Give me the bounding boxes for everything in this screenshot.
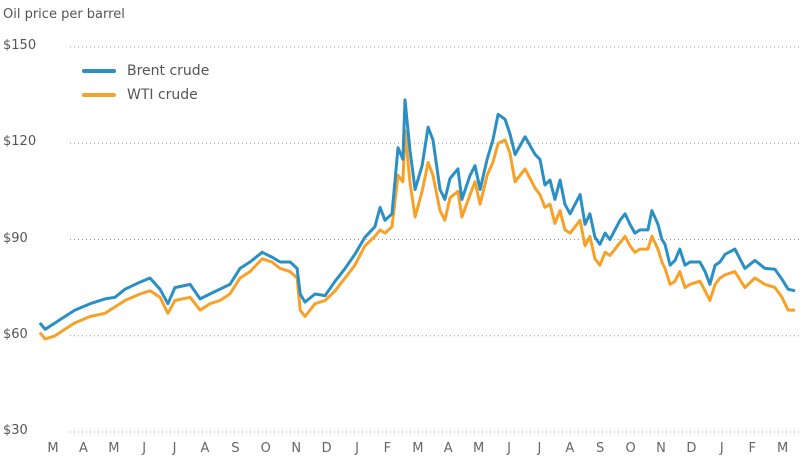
- x-tick-label: A: [443, 441, 453, 456]
- x-tick-label: O: [625, 441, 636, 456]
- x-tick-label: N: [656, 441, 666, 456]
- legend-label-wti: WTI crude: [127, 87, 198, 103]
- x-tick-label: J: [355, 441, 359, 456]
- x-tick-label: J: [719, 441, 724, 456]
- x-tick-label: A: [200, 441, 210, 456]
- x-tick-label: O: [260, 441, 271, 456]
- x-tick-label: F: [748, 441, 756, 456]
- x-tick-label: N: [291, 441, 302, 456]
- legend-swatch-brent: [82, 69, 116, 73]
- brent-line: [38, 98, 796, 331]
- x-tick-label: A: [78, 441, 88, 456]
- chart-title: Oil price per barrel: [3, 7, 125, 22]
- x-tick-label: F: [383, 441, 392, 456]
- x-tick-label: A: [565, 441, 575, 456]
- x-tick-label: J: [172, 441, 177, 456]
- y-tick-label: $120: [3, 134, 37, 150]
- x-tick-label: S: [231, 441, 240, 456]
- wti-line: [38, 128, 796, 341]
- x-tick-label: M: [47, 441, 59, 456]
- x-tick-label: D: [686, 441, 697, 456]
- legend-item-wti: WTI crude: [82, 87, 198, 103]
- legend-item-brent: Brent crude: [82, 63, 209, 79]
- y-tick-label: $60: [3, 326, 28, 342]
- x-tick-label: J: [507, 441, 511, 456]
- x-tick-label: D: [321, 441, 332, 456]
- legend-swatch-wti: [82, 93, 116, 97]
- x-tick-label: M: [472, 441, 485, 456]
- x-tick-label: M: [108, 441, 120, 456]
- x-tick-label: M: [412, 441, 424, 456]
- x-tick-label: J: [537, 441, 542, 456]
- y-tick-label: $90: [3, 230, 28, 246]
- x-tick-label: J: [142, 441, 147, 456]
- y-tick-label: $150: [3, 38, 37, 53]
- legend-label-brent: Brent crude: [127, 63, 210, 79]
- y-tick-label: $30: [3, 423, 28, 438]
- x-tick-label: S: [596, 441, 605, 456]
- x-tick-label: M: [776, 441, 789, 456]
